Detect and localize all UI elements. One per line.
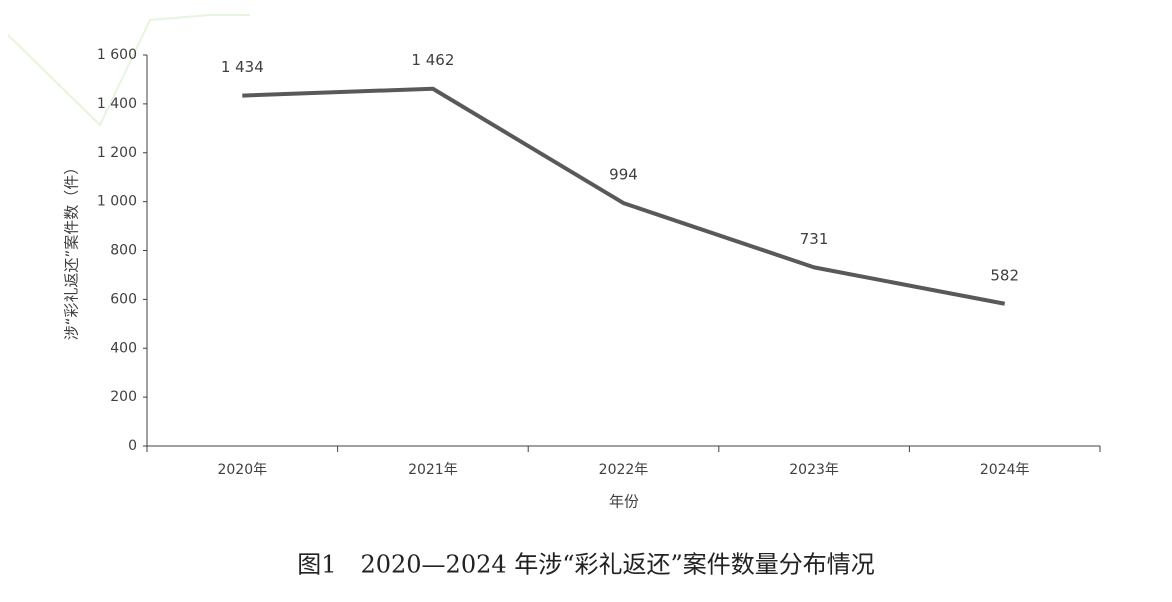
data-label: 1 462 xyxy=(411,51,454,69)
x-tick-label: 2020年 xyxy=(217,462,267,478)
chart-title: 图1 2020—2024 年涉“彩礼返还”案件数量分布情况 xyxy=(297,551,875,579)
watermark xyxy=(7,14,250,127)
x-tick-label: 2024年 xyxy=(980,462,1030,478)
data-label: 994 xyxy=(609,166,638,184)
y-tick-label: 1 200 xyxy=(97,145,137,161)
y-tick-label: 200 xyxy=(110,389,137,405)
line xyxy=(242,86,1006,306)
y-tick-label: 600 xyxy=(110,291,137,307)
data-label: 731 xyxy=(800,230,829,248)
y-tick-label: 1 400 xyxy=(97,96,137,112)
x-tick-label: 2022年 xyxy=(599,462,649,478)
y-tick-label: 1 600 xyxy=(97,47,137,63)
y-axis-label: 涉“彩礼返还”案件数（件） xyxy=(63,160,81,341)
x-tick-label: 2023年 xyxy=(789,462,839,478)
x-tick-label: 2021年 xyxy=(408,462,458,478)
data-label: 582 xyxy=(990,266,1019,284)
data-label: 1 434 xyxy=(221,58,264,76)
x-axis-label: 年份 xyxy=(609,493,639,511)
y-tick-label: 400 xyxy=(110,340,137,356)
y-tick-label: 800 xyxy=(110,243,137,259)
y-tick-label: 0 xyxy=(128,438,137,454)
y-tick-label: 1 000 xyxy=(97,194,137,210)
